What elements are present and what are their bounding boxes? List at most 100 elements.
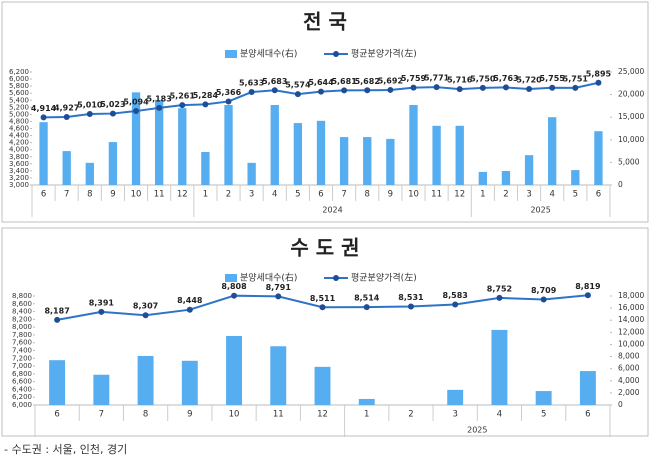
bar xyxy=(39,122,48,185)
legend-swatch xyxy=(225,50,237,58)
marker xyxy=(410,84,417,91)
marker xyxy=(364,87,371,94)
y-tick-label: 6,200 xyxy=(9,68,29,76)
y-tick-label: 4,400 xyxy=(9,132,29,140)
bar xyxy=(548,117,557,185)
x-tick-label: 2 xyxy=(503,190,508,200)
value-label: 8,752 xyxy=(487,284,512,293)
bar xyxy=(478,171,488,185)
y-tick-label: 8,800 xyxy=(12,292,32,300)
marker xyxy=(109,110,116,117)
marker xyxy=(363,304,370,311)
y-tick-label: 7,200 xyxy=(12,354,32,362)
value-label: 5,681 xyxy=(331,77,357,86)
marker xyxy=(572,84,579,91)
bar xyxy=(181,360,198,405)
marker xyxy=(452,301,459,308)
marker xyxy=(98,308,105,315)
marker xyxy=(526,85,533,92)
bar xyxy=(432,125,441,185)
marker xyxy=(407,303,414,310)
x-tick-label: 6 xyxy=(54,410,59,420)
x-tick-label: 1 xyxy=(203,190,208,200)
y2-tick-label: 12,000 xyxy=(618,327,644,336)
value-label: 8,791 xyxy=(266,283,292,292)
y-tick-label: 6,200 xyxy=(12,393,32,401)
value-label: 5,633 xyxy=(239,79,264,88)
footnote: - 수도권 : 서울, 인천, 경기 xyxy=(4,442,127,456)
x-tick-label: 8 xyxy=(365,190,370,200)
value-label: 4,914 xyxy=(31,104,57,113)
y-tick-label: 7,000 xyxy=(12,362,32,370)
y-tick-label: 5,400 xyxy=(9,96,29,104)
value-label: 8,819 xyxy=(575,282,601,291)
value-label: 5,755 xyxy=(540,74,566,83)
y-tick-label: 5,200 xyxy=(9,103,29,111)
marker xyxy=(54,316,61,323)
marker xyxy=(433,84,440,91)
bar xyxy=(178,108,187,185)
y2-tick-label: 15,000 xyxy=(618,112,644,121)
x-tick-label: 7 xyxy=(99,410,104,420)
value-label: 5,692 xyxy=(378,76,403,85)
value-label: 8,307 xyxy=(133,302,158,311)
y2-tick-label: 14,000 xyxy=(618,315,644,324)
value-label: 8,709 xyxy=(531,286,557,295)
value-label: 5,010 xyxy=(77,101,103,110)
y-tick-label: 5,000 xyxy=(9,110,29,118)
bar xyxy=(137,355,154,405)
y2-tick-label: 0 xyxy=(618,400,623,409)
x-tick-label: 6 xyxy=(318,190,323,200)
y2-tick-label: 25,000 xyxy=(618,67,644,76)
y2-tick-label: 0 xyxy=(618,180,623,189)
value-label: 5,751 xyxy=(563,74,589,83)
bar xyxy=(49,360,66,405)
value-label: 5,183 xyxy=(147,94,172,103)
value-label: 5,574 xyxy=(285,81,311,90)
marker xyxy=(86,111,93,118)
x-tick-label: 1 xyxy=(364,410,369,420)
marker xyxy=(549,84,556,91)
marker xyxy=(341,87,348,94)
value-label: 5,759 xyxy=(401,74,427,83)
value-label: 5,720 xyxy=(516,75,542,84)
marker xyxy=(540,296,547,303)
bar xyxy=(358,398,375,405)
bar xyxy=(524,155,534,185)
value-label: 5,750 xyxy=(470,74,496,83)
x-tick-label: 4 xyxy=(497,410,502,420)
value-label: 8,187 xyxy=(44,306,69,315)
bar xyxy=(579,371,596,405)
value-label: 8,511 xyxy=(310,294,336,303)
value-label: 8,583 xyxy=(443,291,468,300)
marker xyxy=(275,293,282,300)
y-tick-label: 3,600 xyxy=(9,160,29,168)
value-label: 5,716 xyxy=(447,76,473,85)
y-tick-label: 8,000 xyxy=(12,323,32,331)
bar xyxy=(154,100,164,185)
x-tick-label: 9 xyxy=(388,190,393,200)
y-tick-label: 8,600 xyxy=(12,300,32,308)
y2-tick-label: 2,000 xyxy=(618,388,640,397)
value-label: 5,644 xyxy=(308,78,334,87)
value-label: 5,366 xyxy=(216,88,242,97)
value-label: 5,682 xyxy=(355,77,380,86)
x-tick-label: 2 xyxy=(226,190,231,200)
x-tick-label: 4 xyxy=(549,190,554,200)
x-tick-label: 9 xyxy=(187,410,192,420)
marker xyxy=(271,87,278,94)
value-label: 5,284 xyxy=(193,91,219,100)
legend-label: 분양세대수(右) xyxy=(240,272,297,284)
y-tick-label: 6,800 xyxy=(12,370,32,378)
x-tick-label: 3 xyxy=(526,190,531,200)
x-tick-label: 3 xyxy=(249,190,254,200)
value-label: 5,763 xyxy=(493,74,518,83)
y-tick-label: 5,800 xyxy=(9,82,29,90)
y2-tick-label: 16,000 xyxy=(618,303,644,312)
y-tick-label: 4,000 xyxy=(9,146,29,154)
y-tick-label: 4,200 xyxy=(9,139,29,147)
chart-title: 전 국 xyxy=(303,10,347,34)
x-tick-label: 3 xyxy=(452,410,457,420)
marker xyxy=(142,312,149,319)
x-tick-label: 10 xyxy=(408,190,419,200)
